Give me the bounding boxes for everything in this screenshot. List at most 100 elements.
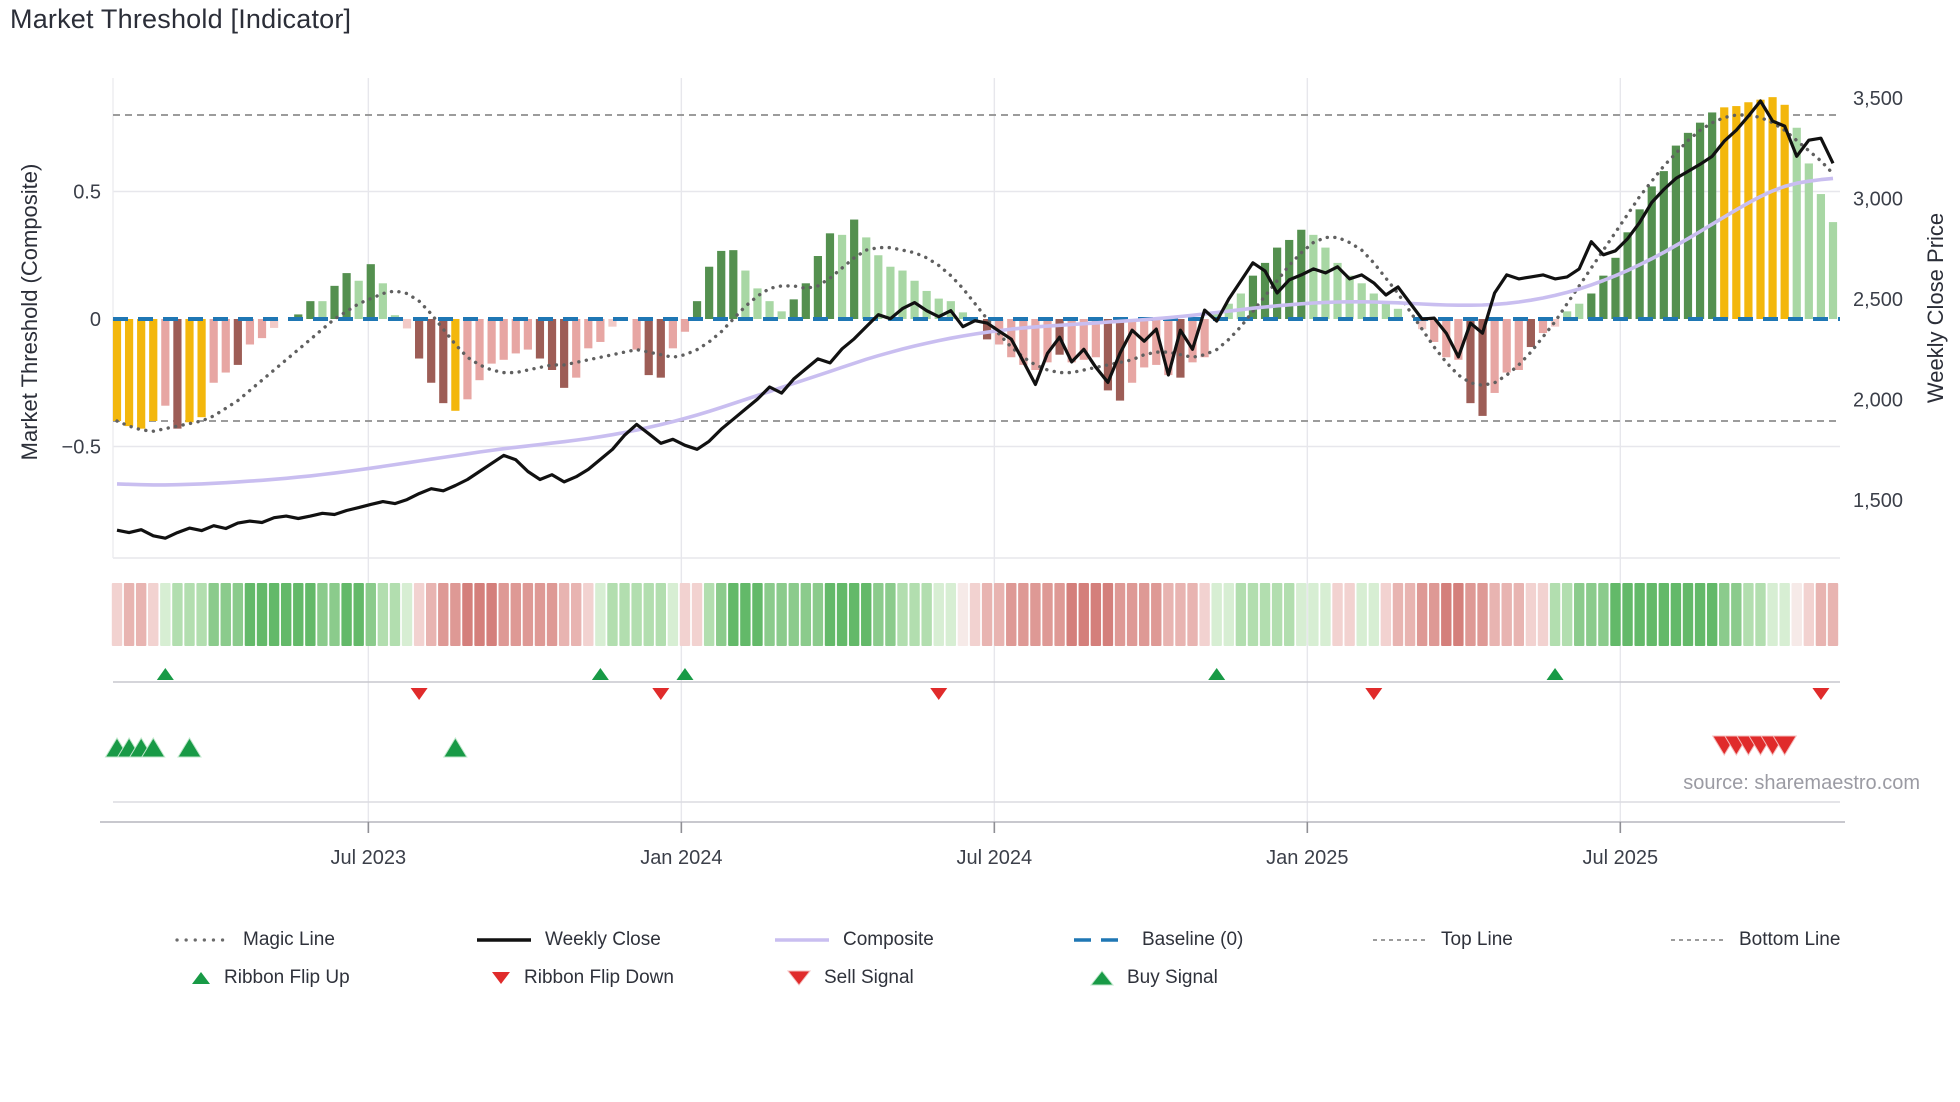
ribbon-cell	[268, 583, 280, 646]
histogram-bar	[1430, 319, 1439, 342]
histogram-bar	[124, 319, 134, 427]
ribbon-cell	[788, 583, 799, 646]
ribbon-cell	[1187, 583, 1198, 646]
histogram-bar	[1333, 262, 1342, 319]
ribbon-cell	[981, 583, 993, 646]
legend-item-ribbon-flip-up: Ribbon Flip Up	[190, 967, 350, 989]
ribbon-cell	[1755, 583, 1766, 646]
ribbon-cell	[196, 583, 207, 646]
ribbon-cell	[667, 583, 679, 646]
ribbon-cell	[861, 583, 872, 646]
ribbon-cell	[280, 583, 292, 646]
ribbon-cell	[244, 583, 256, 646]
source-caption: source: sharemaestro.com	[1683, 772, 1920, 794]
histogram-bar	[294, 314, 303, 319]
histogram-bar	[680, 319, 690, 332]
histogram-bar	[439, 319, 448, 404]
ribbon-cell	[655, 583, 667, 646]
ribbon-cell	[1694, 583, 1706, 646]
buy-signal-marker	[442, 737, 468, 758]
ribbon-cell	[1682, 583, 1694, 646]
ribbon-cell	[377, 583, 389, 646]
histogram-bar	[837, 234, 847, 319]
ribbon-cell	[595, 583, 606, 646]
chart-title: Market Threshold [Indicator]	[10, 4, 352, 34]
histogram-bar	[1659, 171, 1668, 319]
ribbon-cell	[1719, 583, 1730, 646]
ribbon-cell	[1018, 583, 1029, 646]
histogram-bar	[1708, 112, 1717, 319]
ribbon-cell	[764, 583, 775, 646]
legend-label: Magic Line	[243, 929, 335, 950]
histogram-bar	[1514, 319, 1523, 370]
histogram-bar	[705, 266, 714, 319]
histogram-bar	[1526, 319, 1535, 348]
ribbon-cell	[474, 583, 485, 646]
histogram-bar	[1140, 319, 1149, 368]
histogram-bar	[717, 250, 726, 319]
ribbon-cell	[1779, 583, 1790, 646]
histogram-bar	[692, 301, 702, 319]
ribbon-cell	[413, 583, 425, 646]
ribbon-cell	[425, 583, 437, 646]
ribbon-cell	[450, 583, 461, 646]
histogram-bar	[475, 319, 484, 381]
ribbon-cell	[1803, 583, 1815, 646]
ribbon-cell	[728, 583, 739, 646]
ribbon-cell	[317, 583, 328, 646]
histogram-bar	[1478, 319, 1487, 416]
legend-item-sell-signal: Sell Signal	[786, 967, 914, 989]
ribbon-cell	[1199, 583, 1210, 646]
signal-rows	[100, 668, 1845, 833]
histogram-bar	[1599, 275, 1608, 319]
histogram-bar	[330, 285, 339, 319]
right-tick-label: 1,500	[1853, 490, 1903, 512]
histogram-bar	[366, 264, 375, 319]
histogram-bar	[741, 270, 750, 319]
ribbon-cell	[740, 583, 751, 646]
ribbon-cell	[607, 583, 618, 646]
histogram-bar	[1393, 308, 1403, 319]
legend-label: Bottom Line	[1739, 929, 1841, 950]
gridlines	[112, 78, 1840, 832]
ribbon-cell	[848, 583, 860, 646]
histogram-bar	[1200, 319, 1209, 358]
ribbon-cell	[1416, 583, 1428, 646]
ribbon-cell	[691, 583, 703, 646]
ribbon-cell	[1610, 583, 1621, 646]
histogram-bar	[1236, 293, 1245, 319]
histogram-bar	[523, 319, 532, 350]
histogram-bar	[1792, 127, 1801, 319]
ribbon-cell	[1344, 583, 1355, 646]
histogram-bar	[1804, 163, 1813, 319]
right-axis-ticks: 3,500 3,000 2,500 2,000 1,500	[1853, 88, 1903, 512]
histogram-bar	[1418, 319, 1427, 330]
ribbon-cell	[1151, 583, 1162, 646]
histogram-bar	[1828, 222, 1838, 319]
ribbon-cell	[1332, 583, 1343, 646]
histogram-bar	[209, 319, 218, 383]
histogram-bar	[898, 270, 907, 319]
histogram-bar	[197, 319, 206, 418]
ribbon-cell	[148, 583, 159, 646]
histogram-bar	[656, 319, 665, 378]
histogram-bar	[729, 250, 738, 319]
ribbon-cell	[1634, 583, 1645, 646]
histogram-bar	[1623, 232, 1632, 319]
ribbon-cell	[1356, 583, 1367, 646]
ribbon-cell	[873, 583, 884, 646]
histogram-bar	[499, 319, 508, 360]
histogram-bar	[1490, 319, 1499, 393]
legend-item-magic-line: Magic Line	[173, 929, 335, 951]
ribbon-cell	[329, 583, 340, 646]
ribbon-cell	[957, 583, 969, 646]
ribbon-cell	[1042, 583, 1053, 646]
ribbon-cell	[1586, 583, 1597, 646]
histogram-bar	[1768, 97, 1777, 320]
legend-label: Ribbon Flip Down	[524, 967, 674, 988]
ribbon-cell	[510, 583, 521, 646]
histogram-bar	[221, 319, 230, 373]
ribbon-cell	[1658, 583, 1670, 646]
histogram-bar	[1756, 99, 1765, 319]
ribbon-cell	[256, 583, 268, 646]
